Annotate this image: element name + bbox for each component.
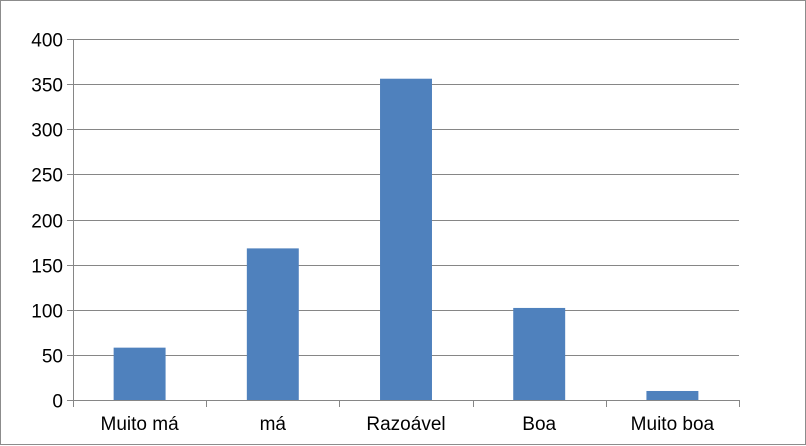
x-tick-label-0: Muito má — [101, 414, 180, 435]
bar-3 — [513, 307, 566, 400]
y-tick-label-250: 250 — [31, 166, 63, 187]
x-tick-label-2: Razoável — [366, 414, 445, 435]
bar-4 — [646, 390, 699, 400]
y-tick-label-350: 350 — [31, 76, 63, 97]
x-tick-labels: Muito má má Razoável Boa Muito boa — [101, 414, 715, 435]
bar-2 — [380, 78, 432, 401]
y-tick-label-400: 400 — [31, 31, 63, 52]
bars — [113, 78, 699, 401]
x-tick-label-1: má — [260, 414, 287, 435]
x-tick-label-4: Muito boa — [631, 414, 715, 435]
y-tick-label-150: 150 — [31, 257, 63, 278]
y-tick-label-300: 300 — [31, 121, 63, 142]
bar-1 — [246, 248, 299, 400]
y-tick-labels: 0 50 100 150 200 250 300 350 400 — [31, 31, 63, 413]
y-tick-label-50: 50 — [42, 347, 63, 368]
y-tick-label-0: 0 — [52, 392, 63, 413]
y-tick-label-200: 200 — [31, 212, 63, 233]
axes — [67, 39, 740, 407]
y-tick-label-100: 100 — [31, 302, 63, 323]
x-tick-label-3: Boa — [522, 414, 556, 435]
bar-0 — [113, 347, 166, 400]
